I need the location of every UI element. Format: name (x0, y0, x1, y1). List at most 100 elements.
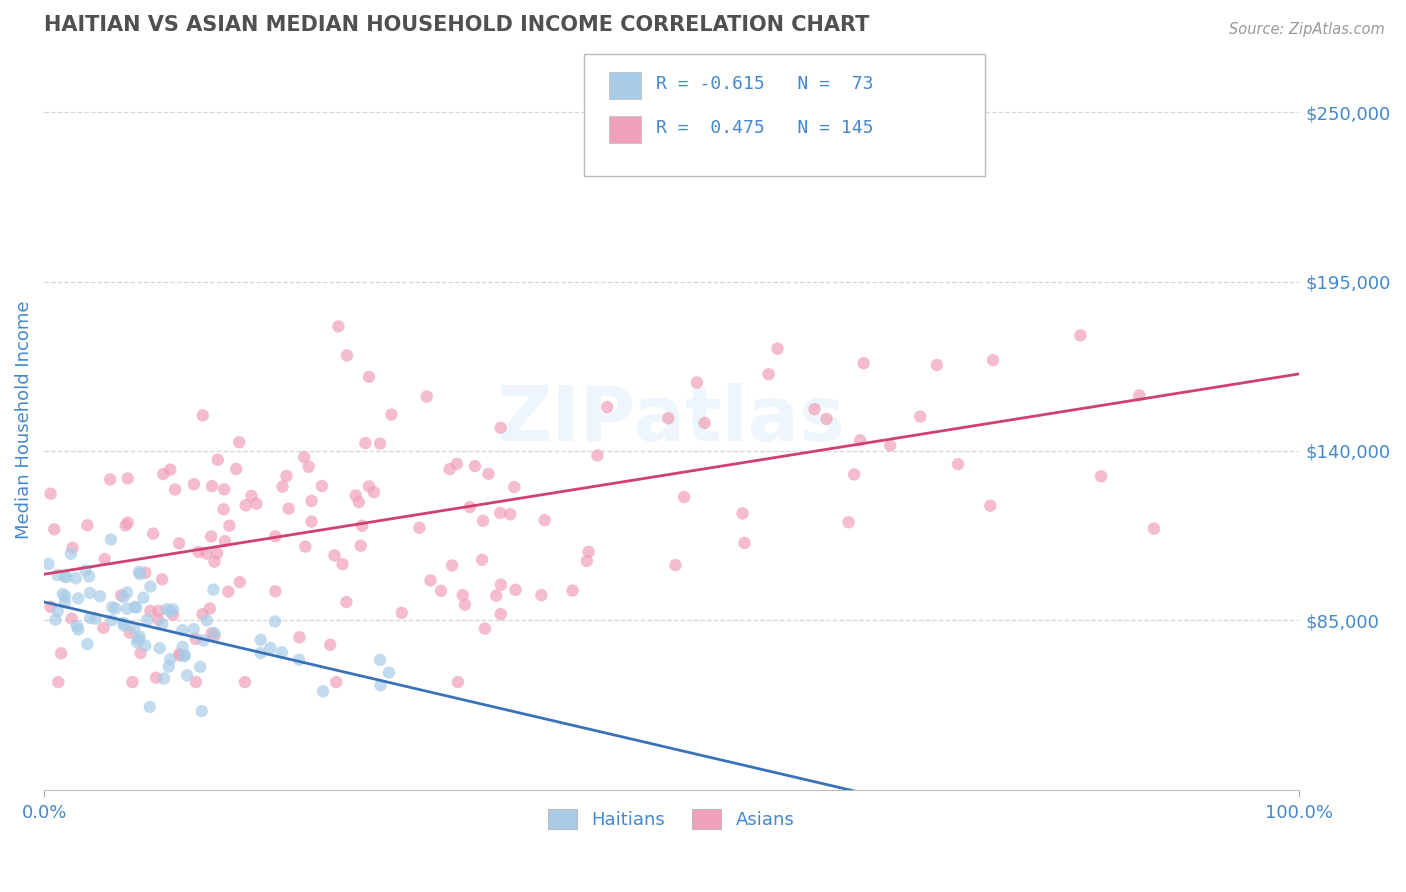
FancyBboxPatch shape (609, 116, 641, 143)
Legend: Haitians, Asians: Haitians, Asians (541, 802, 801, 837)
Point (981, 353, 1004, 368)
Point (183, 622, 205, 636)
Point (157, 659, 180, 673)
Point (657, 411, 679, 425)
Point (110, 588, 132, 602)
Point (852, 356, 875, 370)
Point (245, 497, 267, 511)
Point (149, 641, 172, 656)
Point (803, 402, 825, 417)
Point (188, 660, 211, 674)
Point (301, 494, 323, 508)
Point (489, 506, 512, 520)
Point (474, 622, 496, 636)
Text: R =  0.475   N = 145: R = 0.475 N = 145 (657, 120, 875, 137)
Point (363, 485, 385, 500)
Point (311, 479, 333, 493)
Point (503, 480, 526, 494)
Point (44, 613, 66, 627)
Point (39, 486, 62, 500)
Point (89, 590, 111, 604)
Point (499, 508, 522, 522)
Point (204, 626, 226, 640)
Point (100, 613, 122, 627)
Point (485, 589, 508, 603)
Point (458, 500, 481, 514)
Point (368, 436, 391, 450)
Point (172, 623, 194, 637)
Point (165, 483, 187, 497)
Point (419, 574, 441, 588)
Point (159, 652, 181, 666)
Point (176, 668, 198, 682)
Point (124, 599, 146, 614)
Point (195, 613, 218, 627)
Text: R = -0.615   N =  73: R = -0.615 N = 73 (657, 75, 875, 93)
Point (148, 613, 170, 627)
Point (370, 678, 392, 692)
Point (121, 675, 143, 690)
FancyBboxPatch shape (583, 54, 986, 176)
Point (212, 502, 235, 516)
Point (114, 518, 136, 533)
Point (288, 653, 311, 667)
Point (288, 630, 311, 644)
Point (946, 457, 969, 471)
Point (277, 501, 299, 516)
Point (301, 515, 323, 529)
Point (39, 599, 62, 614)
Point (530, 588, 553, 602)
Point (489, 578, 512, 592)
Point (201, 626, 224, 640)
Point (815, 412, 838, 426)
Point (408, 521, 430, 535)
Point (66, 619, 89, 633)
Point (117, 516, 139, 530)
Point (167, 536, 190, 550)
Point (271, 479, 294, 493)
Point (153, 672, 176, 686)
Point (49, 646, 72, 660)
Point (489, 421, 512, 435)
Point (46, 675, 69, 690)
Point (118, 625, 141, 640)
Point (1128, 388, 1150, 402)
Point (1090, 469, 1112, 483)
Point (139, 699, 162, 714)
Point (319, 638, 342, 652)
Point (849, 434, 872, 448)
Point (207, 452, 229, 467)
Point (451, 588, 474, 602)
Point (169, 648, 191, 663)
Point (93, 552, 115, 566)
Point (686, 376, 709, 390)
Point (201, 479, 224, 493)
Point (93, 621, 115, 635)
Point (229, 575, 252, 590)
Point (225, 462, 247, 476)
Point (79, 586, 101, 600)
Point (204, 555, 226, 569)
Point (46, 604, 69, 618)
Point (578, 545, 600, 559)
Point (378, 665, 401, 680)
Point (240, 489, 263, 503)
Point (731, 507, 754, 521)
Point (115, 585, 138, 599)
Point (446, 457, 468, 471)
Point (249, 632, 271, 647)
Point (328, 319, 350, 334)
Point (357, 369, 380, 384)
Point (128, 567, 150, 582)
Point (53, 569, 76, 583)
Point (205, 546, 228, 560)
Point (336, 349, 359, 363)
Point (46, 568, 69, 582)
Point (60, 612, 83, 626)
Point (37, 557, 59, 571)
Point (925, 358, 948, 372)
Point (489, 607, 512, 621)
Point (472, 514, 495, 528)
Point (128, 565, 150, 579)
Point (673, 490, 696, 504)
